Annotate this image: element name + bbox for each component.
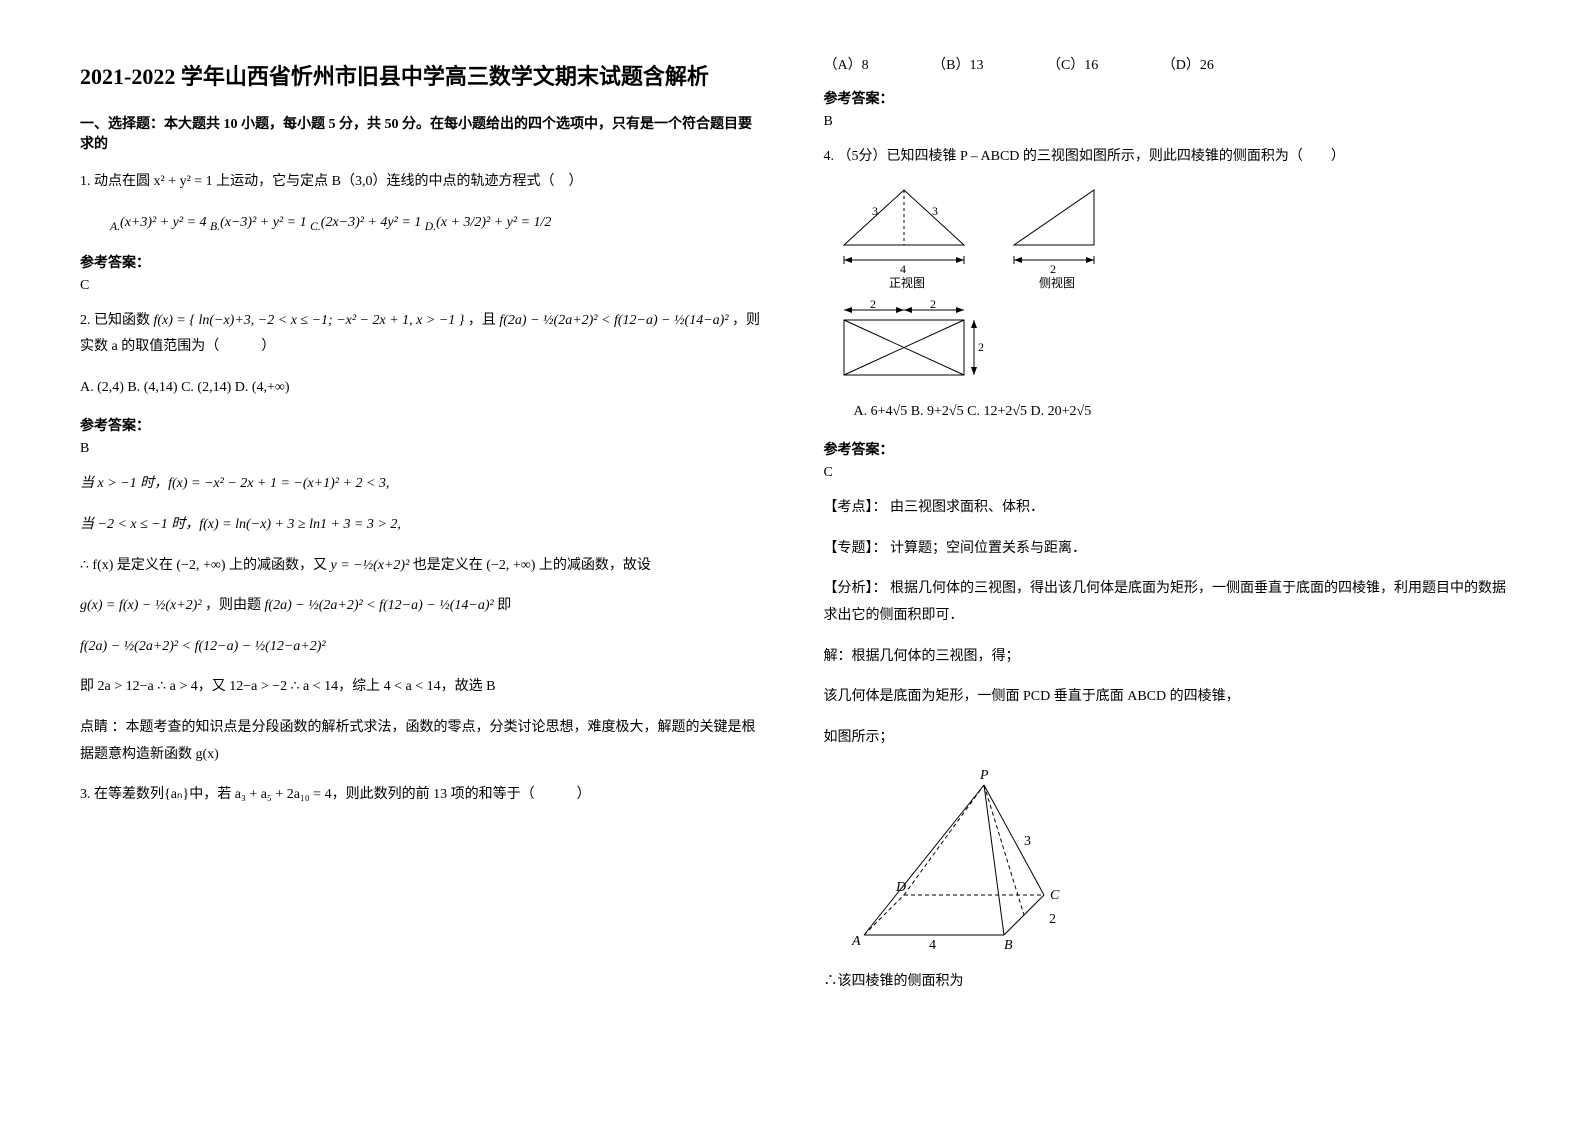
q4-optA: A. 6+4√5 xyxy=(854,404,908,419)
label-B: B xyxy=(1004,938,1013,953)
q4-answer-label: 参考答案： xyxy=(824,439,1508,459)
q2-answer: B xyxy=(80,441,764,457)
front-label: 正视图 xyxy=(889,275,925,290)
q1-stem-text: 1. 动点在圆 x² + y² = 1 上运动，它与定点 B（3,0）连线的中点… xyxy=(80,174,583,189)
q4-zt-label: 【专题】： xyxy=(824,541,887,556)
q4-optD: D. 20+2√5 xyxy=(1031,404,1092,419)
q4-sol3: 如图所示； xyxy=(824,725,1508,752)
q2-sol-line3b: y = −½(x+2)² xyxy=(331,558,410,573)
three-view-diagram: 3 3 4 正视图 2 侧视图 2 2 2 xyxy=(824,185,1124,385)
q2-sol-line4d: 即 xyxy=(497,598,511,613)
q4-sol2: 该几何体是底面为矩形，一侧面 PCD 垂直于底面 ABCD 的四棱锥， xyxy=(824,684,1508,711)
q1-answer-label: 参考答案： xyxy=(80,252,764,272)
q1-optD: (x + 3/2)² + y² = 1/2 xyxy=(436,215,551,230)
q3-stem: 3. 在等差数列{aₙ}中，若 a₃ + a₅ + 2a₁₀ = 4，则此数列的… xyxy=(80,782,764,809)
q2-stem-a: 2. 已知函数 xyxy=(80,313,154,328)
q2-sol-line3a: ∴ f(x) 是定义在 (−2, +∞) 上的减函数，又 xyxy=(80,558,331,573)
q2-sol-line2: 当 −2 < x ≤ −1 时，f(x) = ln(−x) + 3 ≥ ln1 … xyxy=(80,512,764,539)
q2-sol-line3: ∴ f(x) 是定义在 (−2, +∞) 上的减函数，又 y = −½(x+2)… xyxy=(80,553,764,580)
q3-optC: （C）16 xyxy=(1047,54,1098,74)
q4-sol4: ∴该四棱锥的侧面积为 xyxy=(824,969,1508,996)
q1-answer: C xyxy=(80,278,764,294)
label-A: A xyxy=(851,934,861,949)
q3-optA: （A）8 xyxy=(824,54,869,74)
q2-sol-line4a: g(x) = f(x) − ½(x+2)² xyxy=(80,598,202,613)
q4-optB: B. 9+2√5 xyxy=(911,404,964,419)
q4-sol1: 解：根据几何体的三视图，得； xyxy=(824,644,1508,671)
dim-3b: 3 xyxy=(932,204,938,218)
right-column: （A）8 （B）13 （C）16 （D）26 参考答案： B 4. （5分）已知… xyxy=(824,40,1508,1010)
label-n4: 4 xyxy=(929,938,936,953)
q2-sol-line4: g(x) = f(x) − ½(x+2)² ，则由题 f(2a) − ½(2a+… xyxy=(80,593,764,620)
dim-3a: 3 xyxy=(872,204,878,218)
q1-optC: (2x−3)² + 4y² = 1 xyxy=(321,215,422,230)
q4-kd-label: 【考点】： xyxy=(824,500,887,515)
q4-kd-text: 由三视图求面积、体积． xyxy=(890,500,1044,515)
label-n2: 2 xyxy=(1049,912,1056,927)
label-n3: 3 xyxy=(1024,834,1031,849)
q2-sol-line4b: ，则由题 xyxy=(205,598,265,613)
q3-optB: （B）13 xyxy=(932,54,983,74)
q1-optA: (x+3)² + y² = 4 xyxy=(120,215,207,230)
q2-answer-label: 参考答案： xyxy=(80,415,764,435)
side-label: 侧视图 xyxy=(1039,275,1075,290)
q2-fx: f(x) = { ln(−x)+3, −2 < x ≤ −1; −x² − 2x… xyxy=(154,313,465,328)
q4-zt-text: 计算题；空间位置关系与距离． xyxy=(890,541,1086,556)
q2-sol-line5: f(2a) − ½(2a+2)² < f(12−a) − ½(12−a+2)² xyxy=(80,634,764,661)
q1-optB: (x−3)² + y² = 1 xyxy=(220,215,307,230)
q1-options: A.(x+3)² + y² = 4 B.(x−3)² + y² = 1 C.(2… xyxy=(80,210,764,238)
dim-4: 4 xyxy=(900,262,906,276)
q2-sol-line1: 当 x > −1 时，f(x) = −x² − 2x + 1 = −(x+1)²… xyxy=(80,471,764,498)
q2-note: 点睛 ：本题考查的知识点是分段函数的解析式求法，函数的零点，分类讨论思想，难度极… xyxy=(80,715,764,768)
q1-stem: 1. 动点在圆 x² + y² = 1 上运动，它与定点 B（3,0）连线的中点… xyxy=(80,169,764,196)
q2-ineq: f(2a) − ½(2a+2)² < f(12−a) − ½(14−a)² xyxy=(499,313,728,328)
label-C: C xyxy=(1050,888,1060,903)
q4-fx: 【分析】： 根据几何体的三视图，得出该几何体是底面为矩形，一侧面垂直于底面的四棱… xyxy=(824,576,1508,629)
q4-stem: 4. （5分）已知四棱锥 P – ABCD 的三视图如图所示，则此四棱锥的侧面积… xyxy=(824,144,1508,171)
q2-options: A. (2,4) B. (4,14) C. (2,14) D. (4,+∞) xyxy=(80,375,764,402)
q2-sol-line4c: f(2a) − ½(2a+2)² < f(12−a) − ½(14−a)² xyxy=(265,598,494,613)
q4-options: A. 6+4√5 B. 9+2√5 C. 12+2√5 D. 20+2√5 xyxy=(824,399,1508,426)
q4-fx-label: 【分析】： xyxy=(824,581,887,596)
q3-optD: （D）26 xyxy=(1162,54,1214,74)
q3-options: （A）8 （B）13 （C）16 （D）26 xyxy=(824,54,1508,74)
dim-2c: 2 xyxy=(930,297,936,311)
q2-stem-b: ，且 xyxy=(468,313,496,328)
pyramid-diagram: P A B C D 3 2 4 xyxy=(824,765,1084,955)
left-column: 2021-2022 学年山西省忻州市旧县中学高三数学文期末试题含解析 一、选择题… xyxy=(80,40,764,1010)
q4-fx-text: 根据几何体的三视图，得出该几何体是底面为矩形，一侧面垂直于底面的四棱锥，利用题目… xyxy=(824,581,1507,623)
dim-2d: 2 xyxy=(978,340,984,354)
q2-sol-line6: 即 2a > 12−a ∴ a > 4，又 12−a > −2 ∴ a < 14… xyxy=(80,674,764,701)
label-P: P xyxy=(979,768,989,783)
q3-answer-label: 参考答案： xyxy=(824,88,1508,108)
q4-kd: 【考点】： 由三视图求面积、体积． xyxy=(824,495,1508,522)
q2-sol-line3c: 也是定义在 (−2, +∞) 上的减函数，故设 xyxy=(413,558,651,573)
page-title: 2021-2022 学年山西省忻州市旧县中学高三数学文期末试题含解析 xyxy=(80,60,764,93)
q2-stem: 2. 已知函数 f(x) = { ln(−x)+3, −2 < x ≤ −1; … xyxy=(80,308,764,361)
q4-optC: C. 12+2√5 xyxy=(967,404,1027,419)
dim-2b: 2 xyxy=(870,297,876,311)
label-D: D xyxy=(895,880,906,895)
dim-2a: 2 xyxy=(1050,262,1056,276)
section-1-title: 一、选择题：本大题共 10 小题，每小题 5 分，共 50 分。在每小题给出的四… xyxy=(80,113,764,153)
q4-answer: C xyxy=(824,465,1508,481)
q4-zt: 【专题】： 计算题；空间位置关系与距离． xyxy=(824,536,1508,563)
q3-answer: B xyxy=(824,114,1508,130)
